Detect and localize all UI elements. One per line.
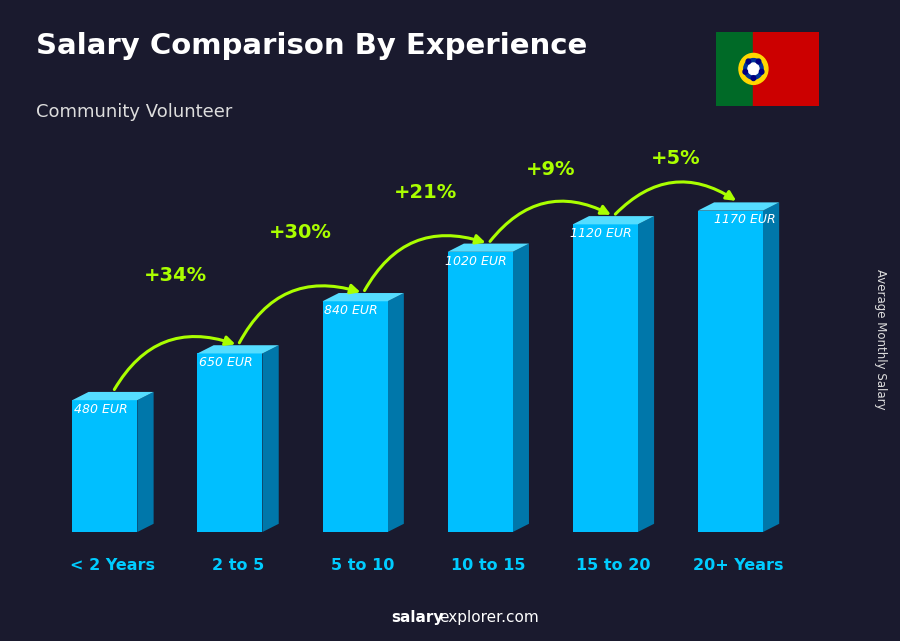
- Text: 20+ Years: 20+ Years: [693, 558, 784, 573]
- Text: +9%: +9%: [526, 160, 576, 179]
- Circle shape: [743, 58, 763, 79]
- FancyBboxPatch shape: [322, 301, 388, 532]
- Text: salary: salary: [392, 610, 444, 625]
- Polygon shape: [638, 216, 654, 532]
- FancyBboxPatch shape: [698, 211, 763, 532]
- Text: 2 to 5: 2 to 5: [212, 558, 265, 573]
- Text: 480 EUR: 480 EUR: [74, 403, 127, 416]
- Text: Community Volunteer: Community Volunteer: [36, 103, 232, 121]
- Text: 1020 EUR: 1020 EUR: [445, 254, 507, 267]
- Circle shape: [756, 59, 760, 64]
- Polygon shape: [197, 345, 279, 353]
- Polygon shape: [513, 244, 529, 532]
- FancyBboxPatch shape: [447, 252, 513, 532]
- Text: < 2 Years: < 2 Years: [70, 558, 156, 573]
- Text: 840 EUR: 840 EUR: [324, 304, 377, 317]
- Text: +30%: +30%: [269, 223, 332, 242]
- Text: 650 EUR: 650 EUR: [199, 356, 252, 369]
- FancyBboxPatch shape: [197, 353, 263, 532]
- Circle shape: [746, 59, 751, 64]
- Polygon shape: [447, 244, 529, 252]
- Polygon shape: [322, 293, 404, 301]
- Polygon shape: [72, 392, 154, 400]
- Polygon shape: [263, 345, 279, 532]
- Circle shape: [752, 76, 756, 81]
- Text: Salary Comparison By Experience: Salary Comparison By Experience: [36, 32, 587, 60]
- Circle shape: [748, 63, 759, 75]
- Circle shape: [739, 53, 768, 85]
- FancyBboxPatch shape: [72, 400, 138, 532]
- Polygon shape: [572, 216, 654, 224]
- Circle shape: [760, 69, 764, 74]
- Text: 5 to 10: 5 to 10: [331, 558, 395, 573]
- Bar: [753, 32, 819, 106]
- Text: 1120 EUR: 1120 EUR: [570, 227, 632, 240]
- Text: +21%: +21%: [394, 183, 457, 201]
- FancyBboxPatch shape: [572, 224, 638, 532]
- Polygon shape: [698, 203, 779, 211]
- Bar: [716, 32, 753, 106]
- Text: Average Monthly Salary: Average Monthly Salary: [874, 269, 886, 410]
- Polygon shape: [763, 203, 779, 532]
- Circle shape: [743, 69, 748, 74]
- Text: +34%: +34%: [144, 266, 207, 285]
- Polygon shape: [138, 392, 154, 532]
- Text: explorer.com: explorer.com: [439, 610, 539, 625]
- Text: 15 to 20: 15 to 20: [576, 558, 651, 573]
- Polygon shape: [388, 293, 404, 532]
- Text: 10 to 15: 10 to 15: [451, 558, 526, 573]
- Text: 1170 EUR: 1170 EUR: [714, 213, 776, 226]
- Text: +5%: +5%: [652, 149, 701, 168]
